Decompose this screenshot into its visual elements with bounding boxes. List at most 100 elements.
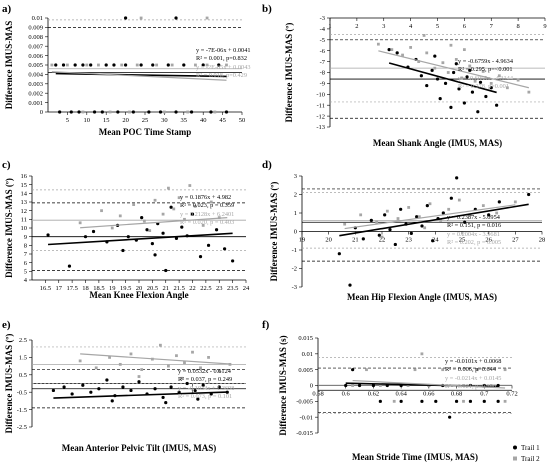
data-point-trail1 [420, 399, 424, 403]
data-point-trail1 [193, 388, 197, 393]
y-tick-label: -0.01 [299, 414, 313, 421]
data-point-trail1 [478, 80, 483, 84]
data-point-trail1 [443, 81, 448, 85]
data-point-trail2 [462, 399, 465, 403]
data-point-trail1 [67, 264, 72, 268]
x-tick-label: 26 [485, 237, 492, 244]
x-tick-label: 19 [109, 285, 116, 292]
data-point-trail1 [449, 196, 453, 200]
y-tick-label: 0.5 [19, 372, 27, 379]
data-point-trail1 [131, 110, 135, 114]
data-point-trail1 [420, 224, 424, 228]
data-point-trail2 [139, 16, 143, 20]
data-point-trail2 [129, 352, 133, 356]
data-point-trail1 [164, 268, 168, 273]
x-tick-label: 0.6 [342, 391, 351, 398]
regression-equation: R² = 0.023, p = 0.359 [180, 202, 234, 209]
data-point-trail1 [137, 380, 141, 384]
data-point-trail1 [430, 68, 434, 72]
data-point-trail2 [118, 362, 122, 366]
data-point-trail2 [183, 217, 186, 221]
data-point-trail1 [387, 48, 391, 52]
data-point-trail2 [468, 64, 472, 68]
data-point-trail1 [214, 228, 219, 232]
data-point-trail1 [495, 103, 499, 107]
data-point-trail1 [344, 383, 348, 388]
data-point-trail1 [116, 110, 120, 114]
data-point-trail1 [351, 368, 355, 372]
y-tick-label: 0.008 [28, 34, 43, 41]
x-tick-label: 24 [243, 285, 250, 292]
regression-line [352, 379, 506, 389]
data-point-trail2 [135, 63, 139, 67]
data-point-trail1 [482, 399, 486, 403]
y-tick-label: 11 [21, 217, 27, 224]
data-point-trail1 [527, 192, 531, 197]
data-point-trail2 [422, 34, 426, 37]
data-point-trail2 [205, 63, 209, 67]
y-tick-label: 1.5 [19, 355, 27, 362]
data-point-trail1 [434, 399, 438, 403]
data-point-trail2 [128, 110, 131, 114]
data-point-trail1 [51, 388, 56, 393]
data-point-trail2 [447, 207, 451, 211]
y-tick-label: 14 [21, 191, 28, 198]
regression-equation: y = -7E-06x + 0.0041 [196, 47, 251, 54]
data-point-trail2 [481, 70, 485, 73]
panel-label: f) [262, 319, 270, 331]
data-point-trail1 [62, 385, 66, 389]
y-tick-label: 0.003 [28, 81, 43, 88]
data-point-trail1 [357, 383, 362, 388]
panel-label: e) [2, 319, 11, 331]
data-point-trail2 [505, 86, 509, 90]
regression-line [378, 50, 530, 89]
data-point-trail1 [425, 83, 429, 88]
data-point-trail1 [337, 252, 341, 256]
data-point-trail1 [104, 63, 108, 67]
data-point-trail1 [231, 259, 235, 263]
x-axis-title: Mean Hip Flexion Angle (IMUS, MAS) [347, 292, 497, 302]
data-point-trail1 [201, 63, 205, 67]
data-point-trail2 [66, 63, 69, 67]
data-point-trail1 [153, 253, 157, 257]
y-tick-label: -7 [320, 59, 326, 66]
regression-equation: R² = 0.037, p = 0.249 [178, 376, 232, 383]
y-axis-title: Difference IMUS-MAS [4, 21, 14, 110]
y-tick-label: -0.015 [296, 430, 313, 437]
x-tick-label: 22.5 [200, 285, 211, 292]
regression-line [51, 71, 227, 81]
x-tick-label: 19.5 [120, 285, 131, 292]
data-point-trail1 [54, 63, 58, 67]
data-point-trail1 [129, 388, 133, 393]
x-tick-label: 9 [543, 23, 546, 30]
x-tick-label: 8 [517, 23, 520, 30]
y-tick-label: 10 [21, 225, 28, 232]
data-point-trail2 [417, 215, 421, 219]
data-point-trail2 [475, 368, 479, 372]
data-point-trail2 [177, 196, 181, 200]
data-point-trail2 [120, 63, 124, 67]
data-point-trail1 [124, 63, 128, 67]
regression-equation: R² = 0.006, p=0.644 [445, 366, 497, 373]
data-point-trail2 [495, 211, 499, 215]
data-point-trail1 [150, 242, 154, 246]
data-point-trail1 [151, 63, 155, 67]
y-tick-label: 5 [24, 269, 27, 276]
data-point-trail1 [393, 242, 397, 247]
y-tick-label: -9 [320, 81, 325, 88]
data-point-trail1 [484, 94, 488, 99]
data-point-trail2 [155, 63, 159, 67]
data-point-trail1 [448, 415, 452, 419]
data-point-trail2 [186, 110, 190, 114]
panel-f: f) -0.015 -0.01 -0.005 0 0.005 0.01 0.015 0.58 0.… [262, 319, 518, 462]
data-point-trail2 [489, 82, 493, 85]
y-tick-label: 0.005 [28, 62, 43, 69]
x-tick-label: 23.5 [227, 285, 238, 292]
y-tick-label: 8 [24, 243, 27, 250]
data-point-trail2 [140, 368, 144, 371]
data-point-trail2 [390, 48, 394, 52]
x-tick-label: 10 [84, 117, 91, 124]
